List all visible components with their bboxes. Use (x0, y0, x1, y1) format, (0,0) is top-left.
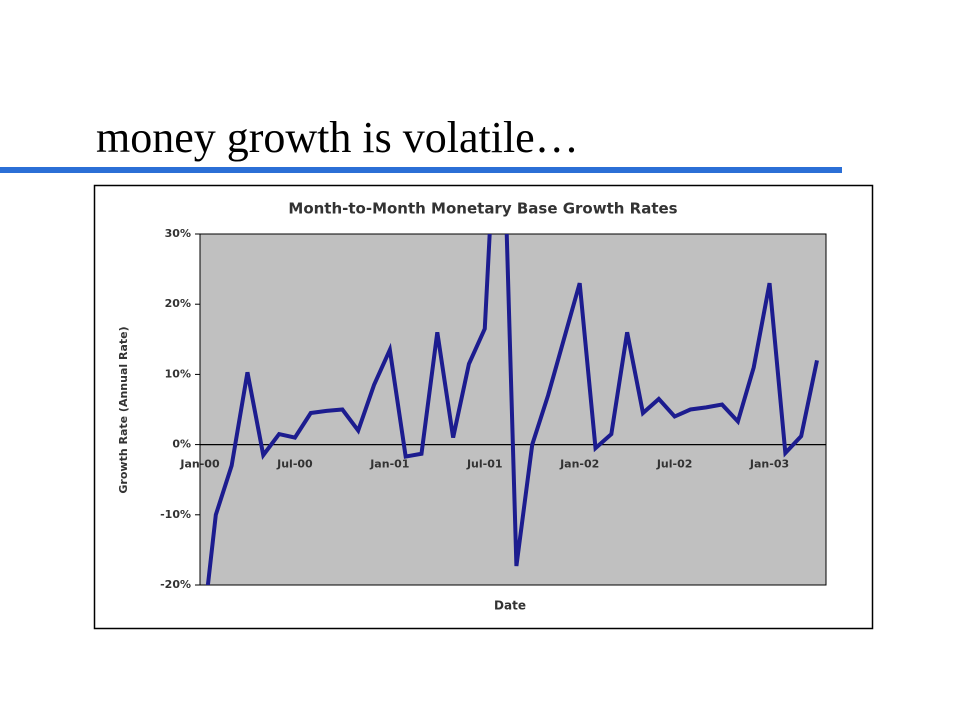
y-axis-title: Growth Rate (Annual Rate) (117, 326, 130, 493)
y-tick-label: 10% (165, 367, 191, 380)
x-tick-label: Jul-00 (276, 458, 313, 471)
x-tick-label: Jul-01 (466, 458, 503, 471)
x-tick-label: Jan-02 (559, 458, 599, 471)
y-tick-label: 30% (165, 227, 191, 240)
chart-title: Month-to-Month Monetary Base Growth Rate… (288, 200, 677, 218)
x-axis-title: Date (494, 599, 526, 613)
plot-clip (205, 234, 819, 585)
x-tick-label: Jan-03 (749, 458, 789, 471)
y-tick-label: 20% (165, 297, 191, 310)
y-tick-label: -20% (160, 578, 191, 591)
x-tick-label: Jul-02 (656, 458, 693, 471)
x-tick-label: Jan-01 (369, 458, 409, 471)
y-tick-label: 0% (172, 438, 191, 451)
y-tick-label: -10% (160, 508, 191, 521)
x-tick-label: Jan-00 (179, 458, 220, 471)
slide-title: money growth is volatile… (96, 113, 579, 162)
title-underline (0, 167, 842, 173)
data-line (205, 234, 819, 585)
